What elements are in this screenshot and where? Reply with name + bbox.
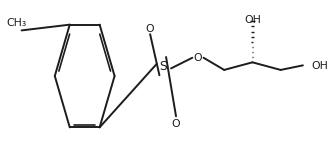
Text: CH₃: CH₃ [7,18,27,28]
Text: O: O [145,24,154,34]
Text: O: O [172,119,180,129]
Text: O: O [193,53,202,63]
Text: OH: OH [244,15,261,25]
Text: S: S [159,60,166,73]
Text: OH: OH [312,61,328,71]
